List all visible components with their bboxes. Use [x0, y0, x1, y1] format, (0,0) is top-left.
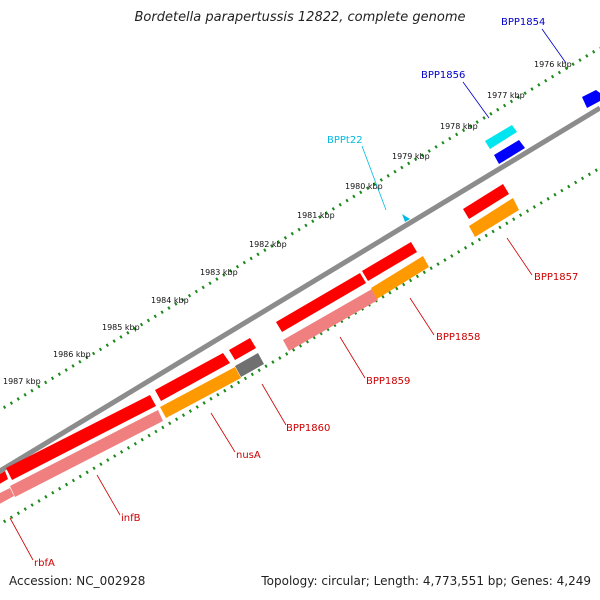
cog-nusa[interactable] — [160, 367, 241, 418]
cog-bpp1858[interactable] — [371, 256, 429, 299]
tick-label-1983: 1983 kbp — [200, 268, 238, 277]
feature-bpp1856-cyan[interactable] — [485, 125, 517, 149]
genome-stats-text: Topology: circular; Length: 4,773,551 bp… — [261, 574, 591, 588]
leader-rbfa — [9, 517, 34, 561]
tick-label-1982: 1982 kbp — [249, 240, 287, 249]
label-bpp1856[interactable]: BPP1856 — [421, 70, 465, 81]
tick-label-1980: 1980 kbp — [345, 182, 383, 191]
label-bpp1857[interactable]: BPP1857 — [534, 272, 578, 283]
label-rbfa[interactable]: rbfA — [34, 558, 55, 569]
inner-scale-track — [0, 166, 600, 526]
feature-bpp1856-blue[interactable] — [494, 140, 525, 164]
tick-label-1981: 1981 kbp — [297, 211, 335, 220]
leader-nusa — [210, 412, 236, 453]
label-infb[interactable]: infB — [121, 513, 141, 524]
label-bpp1858[interactable]: BPP1858 — [436, 332, 480, 343]
genome-backbone — [0, 105, 600, 474]
cds-bpp1858[interactable] — [362, 242, 417, 281]
cds-nusa[interactable] — [155, 353, 230, 401]
leader-bppt22 — [361, 145, 387, 211]
label-nusa[interactable]: nusA — [236, 450, 261, 461]
feature-bpp1854[interactable] — [582, 90, 600, 108]
label-bpp1854[interactable]: BPP1854 — [501, 17, 545, 28]
cog-bpp1859[interactable] — [283, 289, 378, 351]
leader-bpp1857 — [506, 237, 533, 276]
cog-bpp1857[interactable] — [469, 198, 519, 237]
cog-rbfa[interactable] — [0, 488, 14, 507]
cds-bpp1859[interactable] — [276, 273, 366, 332]
leader-bpp1856 — [462, 81, 490, 119]
tick-label-1985: 1985 kbp — [102, 323, 140, 332]
outer-scale-track — [0, 46, 600, 412]
cog-bpp1860[interactable] — [235, 353, 264, 377]
leader-bpp1859 — [339, 336, 366, 379]
label-bppt22[interactable]: BPPt22 — [327, 135, 363, 146]
cds-bpp1857[interactable] — [463, 184, 509, 219]
cds-infb[interactable] — [6, 395, 156, 480]
tick-label-1976: 1976 kbp — [534, 60, 572, 69]
tick-label-1978: 1978 kbp — [440, 122, 478, 131]
tick-label-1979: 1979 kbp — [392, 152, 430, 161]
leader-bpp1858 — [409, 297, 435, 336]
label-bpp1860[interactable]: BPP1860 — [286, 423, 330, 434]
genome-title: Bordetella parapertussis 12822, complete… — [134, 10, 466, 25]
tick-label-1986: 1986 kbp — [53, 350, 91, 359]
label-bpp1859[interactable]: BPP1859 — [366, 376, 410, 387]
leader-bpp1860 — [261, 383, 287, 426]
tick-label-1987: 1987 kbp — [3, 377, 41, 386]
accession-text: Accession: NC_002928 — [9, 574, 146, 588]
feature-bppt22[interactable] — [402, 214, 410, 222]
leader-infb — [96, 474, 121, 516]
cog-infb[interactable] — [10, 410, 163, 497]
cds-bpp1860[interactable] — [229, 338, 256, 360]
cds-rbfa[interactable] — [0, 471, 8, 488]
tick-label-1984: 1984 kbp — [151, 296, 189, 305]
tick-label-1977: 1977 kbp — [487, 91, 525, 100]
leader-bpp1854 — [541, 28, 567, 64]
